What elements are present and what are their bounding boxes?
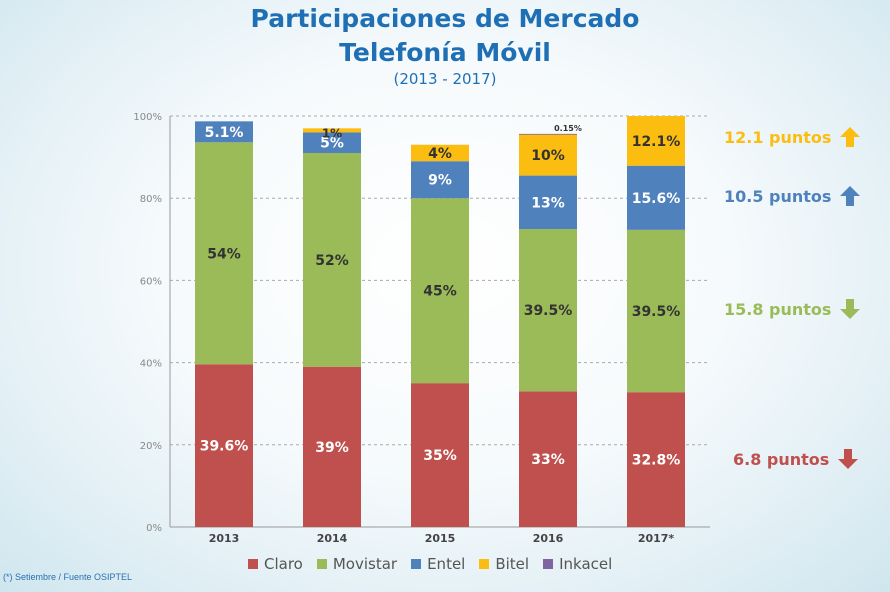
annotation-entel-text: 10.5 puntos [724, 186, 832, 206]
bar-bitel-1 [303, 128, 361, 133]
bar-entel-4 [627, 165, 685, 230]
data-label: 39.5% [524, 303, 573, 319]
bar-movistar-4 [627, 229, 685, 393]
data-label: 12.1% [632, 134, 681, 150]
x-tick-label: 2014 [317, 532, 348, 545]
bar-entel-0 [195, 121, 253, 143]
bar-entel-2 [411, 161, 469, 199]
bar-bitel-3 [519, 134, 577, 176]
legend-swatch [543, 559, 554, 569]
bar-movistar-0 [195, 142, 253, 365]
y-tick-label: 0% [146, 523, 162, 534]
arrow-down-icon [840, 299, 861, 319]
x-tick-label: 2016 [533, 532, 564, 545]
chart-period: (2013 - 2017) [393, 70, 497, 88]
legend-item-entel: Entel [411, 555, 465, 573]
annotation-claro-text: 6.8 puntos [733, 449, 830, 469]
data-label: 9% [428, 173, 452, 189]
data-label: 35% [423, 448, 457, 464]
legend-label: Inkacel [559, 555, 613, 573]
data-label: 32.8% [632, 453, 681, 469]
annotation-claro: 6.8 puntos [733, 448, 859, 470]
annotation-bitel-text: 12.1 puntos [724, 127, 832, 147]
bar-bitel-2 [411, 144, 469, 162]
bar-claro-4 [627, 392, 685, 527]
bar-claro-3 [519, 391, 577, 527]
legend-item-inkacel: Inkacel [543, 555, 612, 573]
x-tick-label: 2015 [425, 532, 456, 545]
chart-legend: Claro Movistar Entel Bitel Inkacel [248, 555, 612, 573]
legend-label: Entel [427, 555, 466, 573]
y-tick-label: 40% [140, 359, 162, 370]
footnote: (*) Setiembre / Fuente OSIPTEL [3, 572, 133, 582]
arrow-up-icon [840, 127, 861, 147]
bar-entel-1 [303, 132, 361, 153]
bar-movistar-1 [303, 152, 361, 367]
legend-label: Bitel [495, 555, 530, 573]
legend-item-claro: Claro [248, 555, 303, 573]
data-label: 15.6% [632, 191, 681, 207]
y-tick-label: 100% [133, 112, 162, 123]
legend-swatch [479, 559, 490, 569]
data-label: 39.6% [200, 439, 249, 455]
y-tick-label: 80% [140, 194, 162, 205]
legend-item-bitel: Bitel [479, 555, 529, 573]
legend-swatch [411, 559, 422, 569]
data-label: 10% [531, 148, 565, 164]
x-tick-label: 2017* [638, 532, 675, 545]
annotation-movistar: 15.8 puntos [724, 298, 861, 320]
y-tick-label: 20% [140, 441, 162, 452]
bar-claro-0 [195, 364, 253, 527]
y-tick-label: 60% [140, 276, 162, 287]
arrow-down-icon [838, 449, 859, 469]
bar-entel-3 [519, 175, 577, 230]
data-label: 39% [315, 440, 349, 456]
data-label: 13% [531, 195, 565, 211]
arrow-up-icon [840, 186, 861, 206]
chart-subtitle: Telefonía Móvil [339, 38, 551, 67]
legend-swatch [316, 559, 327, 569]
annotation-movistar-text: 15.8 puntos [724, 299, 832, 319]
data-label: 1% [322, 126, 342, 140]
annotation-entel: 10.5 puntos [724, 185, 861, 207]
legend-item-movistar: Movistar [316, 555, 398, 573]
bar-movistar-2 [411, 198, 469, 384]
data-label: 45% [423, 284, 457, 300]
data-label: 39.5% [632, 304, 681, 320]
x-tick-label: 2013 [209, 532, 240, 545]
annotation-bitel: 12.1 puntos [724, 126, 861, 148]
data-label: 5% [320, 136, 344, 152]
bar-bitel-4 [627, 116, 685, 166]
legend-label: Movistar [332, 555, 398, 573]
bar-inkacel-3 [519, 133, 577, 135]
legend-label: Claro [264, 555, 303, 573]
bar-claro-2 [411, 383, 469, 527]
data-label: 0.15% [554, 124, 582, 133]
data-label: 52% [315, 253, 349, 269]
data-label: 4% [428, 146, 452, 162]
bar-movistar-3 [519, 229, 577, 392]
legend-swatch [248, 559, 258, 569]
bar-claro-1 [303, 366, 361, 527]
chart-title: Participaciones de Mercado [250, 4, 640, 33]
data-label: 5.1% [205, 125, 244, 141]
data-label: 33% [531, 452, 565, 468]
data-label: 54% [207, 246, 241, 262]
